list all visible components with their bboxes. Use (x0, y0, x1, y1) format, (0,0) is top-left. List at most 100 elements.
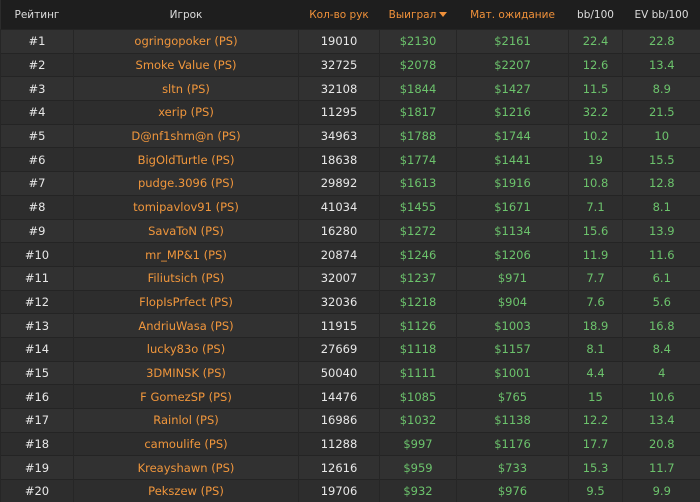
cell-hands: 16280 (298, 218, 380, 243)
cell-won: $1455 (379, 194, 457, 219)
cell-rank: #18 (0, 431, 74, 456)
cell-evbb: 10.6 (622, 384, 700, 409)
cell-hands: 11295 (298, 100, 380, 125)
player-link[interactable]: tomipavlov91 (PS) (73, 194, 299, 219)
cell-won: $1774 (379, 147, 457, 172)
player-link[interactable]: Filiutsich (PS) (73, 265, 299, 291)
cell-bb: 4.4 (568, 360, 623, 385)
cell-evbb: 8.4 (622, 336, 700, 362)
cell-ev: $1206 (456, 242, 569, 267)
player-link[interactable]: Kreayshawn (PS) (73, 455, 299, 480)
player-link[interactable]: 3DMINSK (PS) (73, 360, 299, 385)
table-row: #2 Smoke Value (PS) 32725 $2078 $2207 12.6 13.… (0, 52, 700, 77)
cell-hands: 50040 (298, 360, 380, 385)
cell-rank: #17 (0, 408, 74, 433)
cell-bb: 7.6 (568, 289, 623, 314)
cell-hands: 32108 (298, 76, 380, 101)
cell-won: $1237 (379, 265, 457, 291)
header-player[interactable]: Игрок (73, 0, 299, 30)
cell-rank: #16 (0, 384, 74, 409)
cell-ev: $733 (456, 455, 569, 480)
header-row: Рейтинг Игрок Кол-во рук Выиграл Мат. ож… (0, 0, 700, 30)
player-link[interactable]: mr_MP&1 (PS) (73, 242, 299, 267)
cell-evbb: 6.1 (622, 265, 700, 291)
table-row: #4 xerip (PS) 11295 $1817 $1216 32.2 21.5 (0, 100, 700, 125)
cell-evbb: 11.7 (622, 455, 700, 480)
cell-rank: #4 (0, 100, 74, 125)
cell-bb: 11.9 (568, 242, 623, 267)
player-link[interactable]: xerip (PS) (73, 100, 299, 125)
cell-bb: 9.5 (568, 479, 623, 502)
table-row: #13 AndriuWasa (PS) 11915 $1126 $1003 18.9 16.… (0, 313, 700, 338)
table-row: #18 camoulife (PS) 11288 $997 $1176 17.7 20.8 (0, 431, 700, 456)
player-link[interactable]: BigOldTurtle (PS) (73, 147, 299, 172)
cell-rank: #8 (0, 194, 74, 219)
cell-hands: 16986 (298, 408, 380, 433)
cell-ev: $1671 (456, 194, 569, 219)
cell-rank: #11 (0, 265, 74, 291)
cell-hands: 11915 (298, 313, 380, 338)
header-ev[interactable]: Мат. ожидание (456, 0, 569, 30)
cell-ev: $2161 (456, 29, 569, 54)
player-link[interactable]: SavaToN (PS) (73, 218, 299, 243)
cell-rank: #13 (0, 313, 74, 338)
cell-bb: 17.7 (568, 431, 623, 456)
table-row: #14 lucky83o (PS) 27669 $1118 $1157 8.1 8.4 (0, 336, 700, 362)
cell-won: $997 (379, 431, 457, 456)
cell-evbb: 20.8 (622, 431, 700, 456)
player-link[interactable]: pudge.3096 (PS) (73, 171, 299, 196)
cell-won: $1844 (379, 76, 457, 101)
header-evbb100[interactable]: EV bb/100 (622, 0, 700, 30)
player-link[interactable]: camoulife (PS) (73, 431, 299, 456)
cell-evbb: 13.9 (622, 218, 700, 243)
player-link[interactable]: ogringopoker (PS) (73, 29, 299, 54)
cell-ev: $1138 (456, 408, 569, 433)
player-link[interactable]: AndriuWasa (PS) (73, 313, 299, 338)
cell-evbb: 12.8 (622, 171, 700, 196)
cell-hands: 29892 (298, 171, 380, 196)
cell-won: $1126 (379, 313, 457, 338)
cell-won: $2130 (379, 29, 457, 54)
cell-evbb: 4 (622, 360, 700, 385)
cell-rank: #14 (0, 336, 74, 362)
cell-evbb: 5.6 (622, 289, 700, 314)
cell-ev: $1157 (456, 336, 569, 362)
cell-evbb: 8.1 (622, 194, 700, 219)
cell-evbb: 15.5 (622, 147, 700, 172)
header-hands[interactable]: Кол-во рук (298, 0, 380, 30)
header-rank[interactable]: Рейтинг (0, 0, 74, 30)
player-link[interactable]: Pekszew (PS) (73, 479, 299, 502)
cell-rank: #2 (0, 52, 74, 77)
player-link[interactable]: FlopIsPrfect (PS) (73, 289, 299, 314)
table-row: #7 pudge.3096 (PS) 29892 $1613 $1916 10.8 12.8 (0, 171, 700, 196)
table-row: #1 ogringopoker (PS) 19010 $2130 $2161 22.4 22… (0, 29, 700, 54)
cell-bb: 15.3 (568, 455, 623, 480)
cell-ev: $1441 (456, 147, 569, 172)
cell-ev: $765 (456, 384, 569, 409)
cell-ev: $1001 (456, 360, 569, 385)
cell-evbb: 11.6 (622, 242, 700, 267)
table-row: #15 3DMINSK (PS) 50040 $1111 $1001 4.4 4 (0, 360, 700, 385)
player-link[interactable]: F GomezSP (PS) (73, 384, 299, 409)
cell-evbb: 13.4 (622, 408, 700, 433)
cell-hands: 32007 (298, 265, 380, 291)
table-row: #16 F GomezSP (PS) 14476 $1085 $765 15 10.6 (0, 384, 700, 409)
cell-rank: #5 (0, 123, 74, 148)
cell-won: $1118 (379, 336, 457, 362)
player-link[interactable]: Smoke Value (PS) (73, 52, 299, 77)
cell-won: $1246 (379, 242, 457, 267)
cell-rank: #6 (0, 147, 74, 172)
cell-bb: 15 (568, 384, 623, 409)
table-row: #5 D@nf1shm@n (PS) 34963 $1788 $1744 10.2 10 (0, 123, 700, 148)
player-link[interactable]: D@nf1shm@n (PS) (73, 123, 299, 148)
player-link[interactable]: sltn (PS) (73, 76, 299, 101)
header-won[interactable]: Выиграл (379, 0, 457, 30)
player-link[interactable]: lucky83o (PS) (73, 336, 299, 362)
header-bb100[interactable]: bb/100 (568, 0, 623, 30)
cell-won: $1032 (379, 408, 457, 433)
cell-bb: 10.8 (568, 171, 623, 196)
cell-bb: 19 (568, 147, 623, 172)
player-link[interactable]: Rainlol (PS) (73, 408, 299, 433)
table-row: #11 Filiutsich (PS) 32007 $1237 $971 7.7 6.1 (0, 265, 700, 291)
cell-bb: 12.6 (568, 52, 623, 77)
